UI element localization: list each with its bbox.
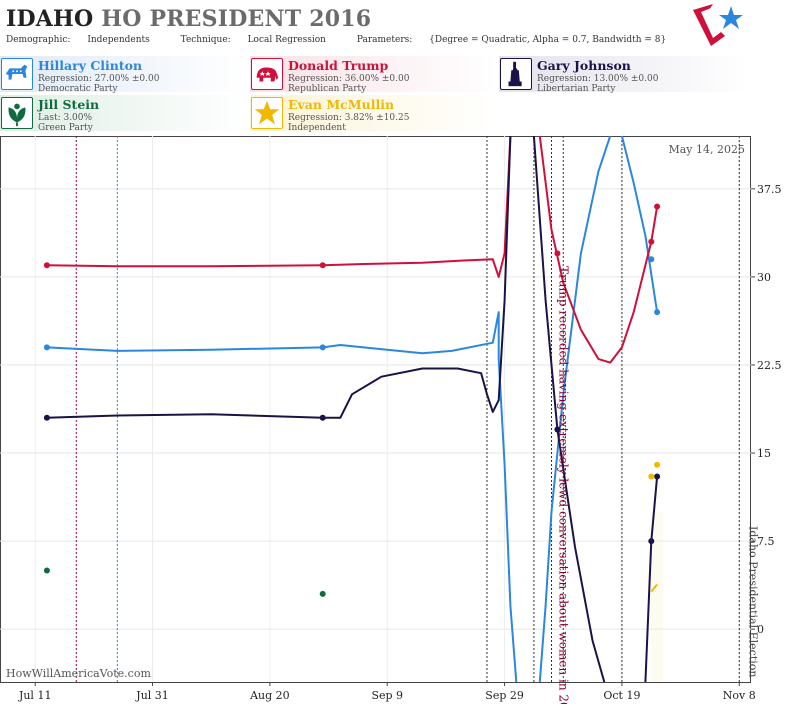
line-chart: 0 7.5 15 22.5 30 37.5 Jul 11 Jul 31 Aug 20 Sep 9 S… xyxy=(0,136,782,704)
title-race: HO PRESIDENT 2016 xyxy=(101,6,372,32)
elephant-icon xyxy=(251,58,283,90)
data-point-donald-trump xyxy=(319,262,326,269)
series-group xyxy=(43,136,661,682)
data-point-donald-trump xyxy=(43,262,50,269)
legend-regression: Regression: 13.00% ±0.00 xyxy=(537,74,659,84)
watermark: HowWillAmericaVote.com xyxy=(6,667,151,680)
leaf-icon xyxy=(1,97,33,129)
x-tick-label: Nov 8 xyxy=(723,689,756,702)
y-tick-label: 37.5 xyxy=(757,183,782,196)
annotation-label: Trump recorded having extremely lewd con… xyxy=(557,266,571,704)
data-point-hillary-clinton xyxy=(654,309,661,316)
demographic-label: Demographic: xyxy=(6,35,71,45)
legend-jill-stein: Jill Stein Last: 3.00% Green Party xyxy=(0,95,246,133)
legend-party: Libertarian Party xyxy=(537,84,616,94)
data-point-evan-mcmullin xyxy=(648,473,655,480)
legend-regression: Regression: 27.00% ±0.00 xyxy=(38,74,160,84)
data-point-gary-johnson xyxy=(43,414,50,421)
legend-last: Last: 3.00% xyxy=(38,113,93,123)
plot-frame xyxy=(0,136,751,683)
series-line-gary-johnson xyxy=(46,136,512,419)
y-tick-label: 0 xyxy=(757,623,764,636)
title-state: IDAHO xyxy=(6,6,94,32)
series-line-evan-mcmullin xyxy=(650,583,658,593)
data-point-evan-mcmullin xyxy=(654,461,661,468)
legend-party: Democratic Party xyxy=(38,84,118,94)
data-point-donald-trump xyxy=(554,250,561,257)
legend-party: Republican Party xyxy=(288,84,367,94)
x-tick-label: Aug 20 xyxy=(249,689,290,702)
site-logo-icon xyxy=(693,4,743,46)
y-tick-label: 22.5 xyxy=(757,359,782,372)
series-line-donald-trump xyxy=(538,136,659,364)
data-point-jill-stein xyxy=(43,567,50,574)
data-point-hillary-clinton xyxy=(648,256,655,263)
data-point-hillary-clinton xyxy=(43,344,50,351)
data-point-gary-johnson xyxy=(554,426,561,433)
mcmullin-band xyxy=(651,511,663,682)
y-tick-label: 15 xyxy=(757,447,771,460)
legend-donald-trump: Donald Trump Regression: 36.00% ±0.00 Re… xyxy=(250,56,496,94)
data-point-hillary-clinton xyxy=(319,344,326,351)
data-point-gary-johnson xyxy=(648,538,655,545)
series-line-donald-trump xyxy=(46,136,512,278)
chart-title: IDAHO HO PRESIDENT 2016 xyxy=(6,6,371,32)
x-tick-label: Jul 11 xyxy=(18,689,52,702)
series-line-hillary-clinton xyxy=(538,136,612,682)
legend-regression: Regression: 3.82% ±10.25 xyxy=(288,113,410,123)
y-tick-label: 30 xyxy=(757,271,771,284)
x-tick-label: Sep 9 xyxy=(371,689,403,702)
legend-gary-johnson: Gary Johnson Regression: 13.00% ±0.00 Li… xyxy=(499,56,749,94)
x-tick-label: Sep 29 xyxy=(485,689,524,702)
legend-party: Independent xyxy=(288,123,346,133)
legend-evan-mcmullin: Evan McMullin Regression: 3.82% ±10.25 I… xyxy=(250,95,496,133)
technique-value: Local Regression xyxy=(247,35,326,45)
legend-name: Hillary Clinton xyxy=(38,58,143,73)
annotation-label: Idaho Presidential Election xyxy=(746,526,759,678)
data-point-donald-trump xyxy=(654,203,661,210)
data-point-gary-johnson xyxy=(654,473,661,480)
legend-name: Jill Stein xyxy=(38,97,100,112)
legend-regression: Regression: 36.00% ±0.00 xyxy=(288,74,410,84)
date-stamp: May 14, 2025 xyxy=(668,143,745,156)
data-point-donald-trump xyxy=(648,238,655,245)
series-line-hillary-clinton xyxy=(620,136,659,313)
x-tick-label: Jul 31 xyxy=(135,689,169,702)
legend-name: Gary Johnson xyxy=(537,58,631,73)
chart-area: 0 7.5 15 22.5 30 37.5 Jul 11 Jul 31 Aug 20 Sep 9 S… xyxy=(0,136,789,704)
legend-hillary-clinton: Hillary Clinton Regression: 27.00% ±0.00… xyxy=(0,56,246,94)
donkey-icon xyxy=(1,58,33,90)
series-line-gary-johnson xyxy=(532,136,606,682)
parameters-value: {Degree = Quadratic, Alpha = 0.7, Bandwi… xyxy=(429,35,667,45)
x-tick-label: Oct 19 xyxy=(603,689,640,702)
statue-of-liberty-icon xyxy=(500,58,532,90)
data-point-gary-johnson xyxy=(319,414,326,421)
demographic-value: Independents xyxy=(87,35,150,45)
series-line-hillary-clinton xyxy=(46,311,518,682)
y-tick-label: 7.5 xyxy=(757,535,775,548)
parameter-line: Demographic: Independents Technique: Loc… xyxy=(6,35,694,45)
legend-party: Green Party xyxy=(38,123,93,133)
technique-label: Technique: xyxy=(180,35,231,45)
legend-name: Evan McMullin xyxy=(288,97,395,112)
data-point-jill-stein xyxy=(319,590,326,597)
legend-name: Donald Trump xyxy=(288,58,389,73)
star-icon xyxy=(251,97,283,129)
parameters-label: Parameters: xyxy=(356,35,413,45)
